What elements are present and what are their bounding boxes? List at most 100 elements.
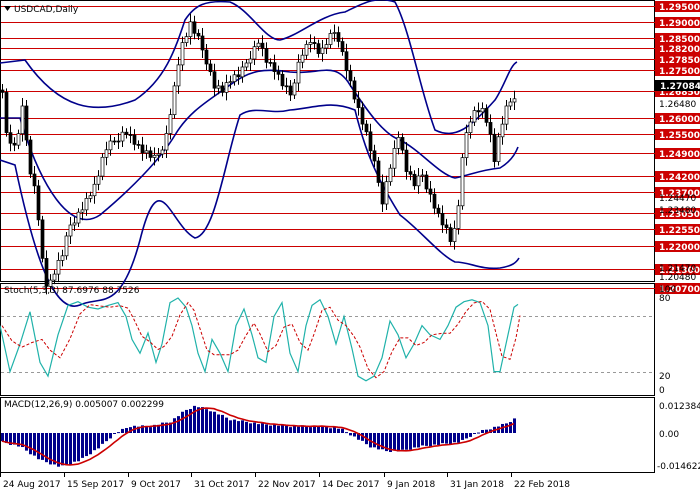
- current-price-tag: [655, 80, 700, 91]
- candle-body: [504, 105, 509, 125]
- level-label-bg: [655, 33, 700, 44]
- macd-histogram-bar: [145, 426, 148, 433]
- macd-histogram-bar: [121, 428, 124, 433]
- candle-body: [332, 32, 337, 34]
- macd-histogram-bar: [501, 423, 504, 433]
- macd-histogram-bar: [37, 433, 40, 460]
- candle-body: [36, 185, 41, 221]
- date-axis: 24 Aug 2017 15 Sep 2017 9 Oct 2017 31 Oct 2…: [0, 473, 570, 490]
- candle-body: [52, 273, 57, 281]
- candle-body: [336, 32, 341, 42]
- candle-body: [276, 71, 281, 75]
- candle-body: [4, 92, 9, 133]
- candle-body: [500, 123, 505, 138]
- macd-histogram-bar: [297, 426, 300, 433]
- candle-body: [236, 74, 241, 78]
- macd-histogram-bar: [169, 422, 172, 433]
- candle-body: [164, 133, 169, 151]
- price-candles: [0, 13, 517, 295]
- macd-histogram-bar: [69, 433, 72, 465]
- candle-body: [280, 73, 285, 87]
- candle-body: [492, 133, 497, 162]
- stoch-axis-label: 0: [659, 386, 665, 396]
- candle-body: [92, 183, 97, 197]
- price-axis-label: 1.23480: [659, 206, 696, 216]
- candle-body: [256, 42, 261, 48]
- candle-body: [180, 42, 185, 66]
- macd-histogram-bar: [385, 433, 388, 452]
- candle-body: [252, 46, 257, 60]
- candle-body: [12, 142, 17, 146]
- candle-body: [64, 235, 69, 257]
- candle-body: [72, 222, 77, 226]
- macd-histogram-bar: [25, 433, 28, 451]
- level-label: 1.20700: [659, 285, 700, 295]
- chart-symbol-label: USDCAD,Daily: [14, 5, 79, 15]
- macd-histogram-bar: [45, 433, 48, 463]
- candle-body: [160, 149, 165, 155]
- price-axis-labels: 1.26480 1.24470 1.23480 1.21470 1.20480: [659, 100, 696, 283]
- candle-body: [244, 62, 249, 68]
- macd-signal-line: [1, 407, 515, 466]
- level-label: 1.24900: [659, 150, 700, 160]
- macd-histogram-bar: [281, 424, 284, 433]
- level-label-bg: [655, 241, 700, 252]
- level-label-bg: [655, 208, 700, 219]
- candle-body: [428, 188, 433, 195]
- macd-histogram-bar: [277, 425, 280, 433]
- price-axis-label: 1.20480: [659, 273, 696, 283]
- candle-body: [80, 209, 85, 213]
- candle-body: [380, 182, 385, 205]
- candle-body: [448, 227, 453, 242]
- candle-body: [148, 150, 153, 158]
- level-label: 1.29000: [659, 19, 700, 29]
- level-label: 1.21300: [659, 266, 700, 276]
- macd-histogram-bar: [17, 433, 20, 447]
- candle-body: [388, 167, 393, 183]
- macd-histogram-bar: [349, 433, 352, 436]
- level-label: 1.27850: [659, 56, 700, 66]
- candle-body: [464, 132, 469, 159]
- macd-histogram-bar: [441, 433, 444, 444]
- candle-body: [284, 85, 289, 88]
- macd-histogram-bar: [233, 419, 236, 433]
- macd-histogram-bar: [337, 428, 340, 433]
- candle-body: [44, 258, 49, 287]
- candle-body: [340, 41, 345, 53]
- macd-histogram-bar: [361, 433, 364, 441]
- level-label-bg: [655, 65, 700, 76]
- price-pane-frame: [0, 0, 655, 282]
- macd-histogram-bar: [33, 433, 36, 456]
- candle-body: [508, 101, 513, 107]
- candle-body: [264, 48, 269, 63]
- level-label-bg: [655, 187, 700, 198]
- macd-histogram-bar: [49, 433, 52, 465]
- candle-body: [412, 173, 417, 187]
- macd-histogram-bar: [185, 409, 188, 433]
- candle-body: [396, 137, 401, 149]
- macd-histogram-bar: [165, 422, 168, 433]
- macd-histogram-bar: [409, 433, 412, 450]
- macd-histogram-bar: [13, 433, 16, 445]
- resistance-support-levels: [1, 6, 655, 289]
- candle-body: [196, 32, 201, 37]
- candle-body: [400, 137, 405, 151]
- level-label-bg: [655, 148, 700, 159]
- candle-body: [480, 108, 485, 113]
- macd-histogram-bar: [249, 423, 252, 433]
- stoch-axis-label: 100: [659, 285, 676, 295]
- macd-histogram-bar: [113, 433, 116, 434]
- date-label: 9 Oct 2017: [131, 480, 181, 490]
- candle-body: [68, 224, 73, 237]
- macd-histogram-bar: [105, 433, 108, 442]
- macd-histogram-bar: [317, 426, 320, 433]
- level-label-bg: [655, 129, 700, 140]
- candle-body: [104, 149, 109, 158]
- candle-body: [472, 110, 477, 123]
- level-label-bg: [655, 171, 700, 182]
- macd-histogram-bar: [141, 425, 144, 433]
- candle-body: [0, 89, 5, 93]
- macd-histogram-bar: [177, 416, 180, 433]
- candle-body: [352, 80, 357, 100]
